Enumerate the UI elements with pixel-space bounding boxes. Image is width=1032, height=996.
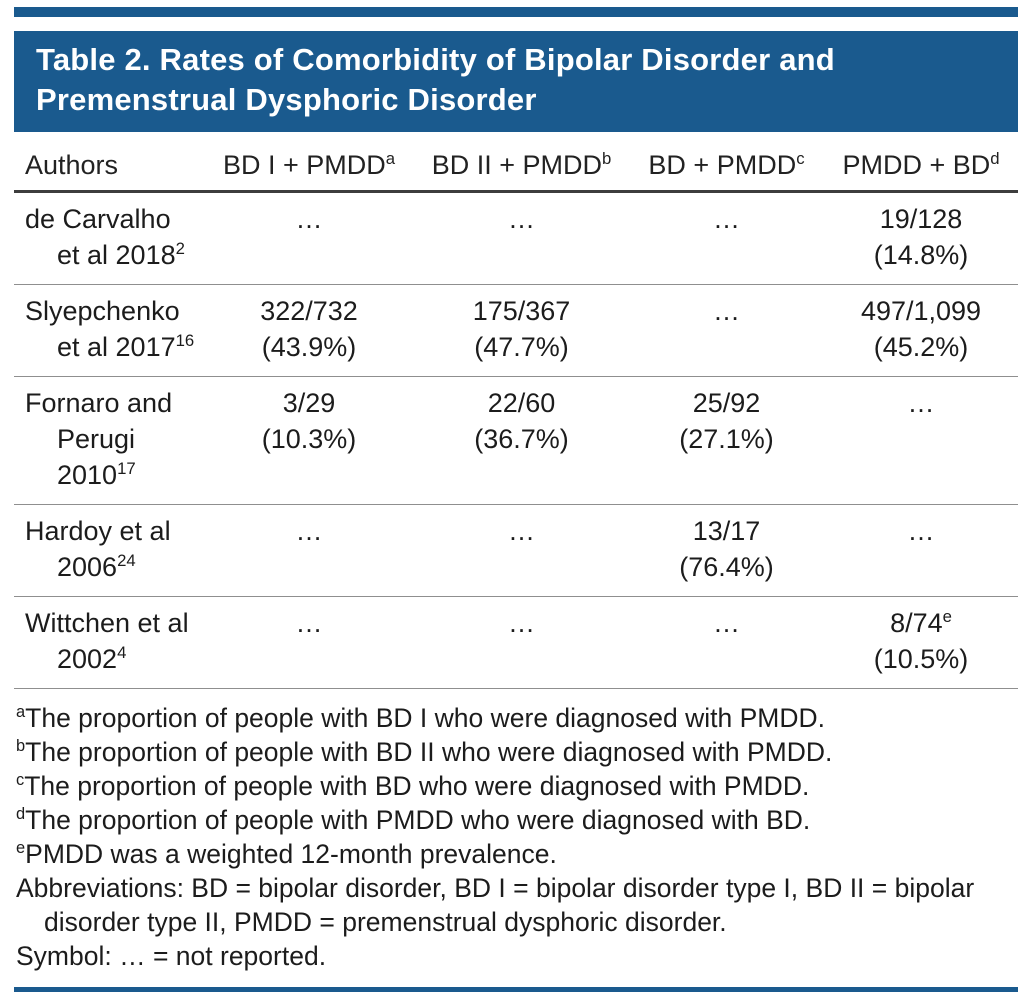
data-cell: … [204, 504, 414, 597]
data-cell: … [824, 504, 1018, 597]
author-cell: Wittchen et al 20024 [14, 596, 204, 689]
data-cell: 322/732 (43.9%) [204, 284, 414, 377]
table-row-fornaro: Fornaro and Perugi 201017 3/29 (10.3%) 22… [14, 376, 1018, 505]
footnote-a: aThe proportion of people with BD I who … [16, 703, 825, 733]
author-cell: Slyepchenko et al 201716 [14, 284, 204, 377]
footnote-b: bThe proportion of people with BD II who… [16, 737, 833, 767]
table-row-hardoy: Hardoy et al 200624 … … 13/17 (76.4%) … [14, 504, 1018, 597]
comorbidity-table: Authors BD I + PMDDa BD II + PMDDb BD + … [14, 134, 1018, 689]
table-title-line-2: Premenstrual Dysphoric Disorder [36, 82, 537, 117]
top-rule [14, 7, 1018, 17]
column-header-bd-pmdd: BD + PMDDc [629, 134, 824, 193]
author-cell: Fornaro and Perugi 201017 [14, 376, 204, 505]
data-cell: … [824, 376, 1018, 505]
footnote-symbol: Symbol: … = not reported. [16, 941, 327, 971]
data-cell: … [414, 504, 629, 597]
footnote-c: cThe proportion of people with BD who we… [16, 771, 810, 801]
data-cell: 25/92 (27.1%) [629, 376, 824, 505]
column-header-pmdd-bd: PMDD + BDd [824, 134, 1018, 193]
data-cell: … [414, 596, 629, 689]
data-cell: … [414, 191, 629, 285]
table-row-de-carvalho: de Carvalho et al 20182 … … … 19/128 (14.… [14, 191, 1018, 285]
table-row-wittchen: Wittchen et al 20024 … … … 8/74e (10.5%) [14, 596, 1018, 689]
data-cell: … [204, 596, 414, 689]
data-cell: … [204, 191, 414, 285]
column-header-bd2-pmdd: BD II + PMDDb [414, 134, 629, 193]
column-header-bd1-pmdd: BD I + PMDDa [204, 134, 414, 193]
bottom-rule [14, 987, 1018, 992]
table-title-line-1: Table 2. Rates of Comorbidity of Bipolar… [36, 42, 835, 77]
data-cell: … [629, 191, 824, 285]
column-header-authors: Authors [14, 134, 204, 193]
author-cell: Hardoy et al 200624 [14, 504, 204, 597]
data-cell: 13/17 (76.4%) [629, 504, 824, 597]
table-title-banner: Table 2. Rates of Comorbidity of Bipolar… [14, 31, 1018, 132]
data-cell: … [629, 596, 824, 689]
data-cell: 497/1,099 (45.2%) [824, 284, 1018, 377]
data-cell: 8/74e (10.5%) [824, 596, 1018, 689]
table-row-slyepchenko: Slyepchenko et al 201716 322/732 (43.9%) … [14, 284, 1018, 377]
footnote-e: ePMDD was a weighted 12-month prevalence… [16, 839, 557, 869]
data-cell: 22/60 (36.7%) [414, 376, 629, 505]
footnotes: aThe proportion of people with BD I who … [14, 701, 1018, 973]
author-cell: de Carvalho et al 20182 [14, 191, 204, 285]
data-cell: 175/367 (47.7%) [414, 284, 629, 377]
footnote-d: dThe proportion of people with PMDD who … [16, 805, 811, 835]
data-cell: … [629, 284, 824, 377]
data-cell: 3/29 (10.3%) [204, 376, 414, 505]
header-row: Authors BD I + PMDDa BD II + PMDDb BD + … [14, 134, 1018, 193]
footnote-abbreviations: Abbreviations: BD = bipolar disorder, BD… [16, 873, 975, 937]
data-cell: 19/128 (14.8%) [824, 191, 1018, 285]
